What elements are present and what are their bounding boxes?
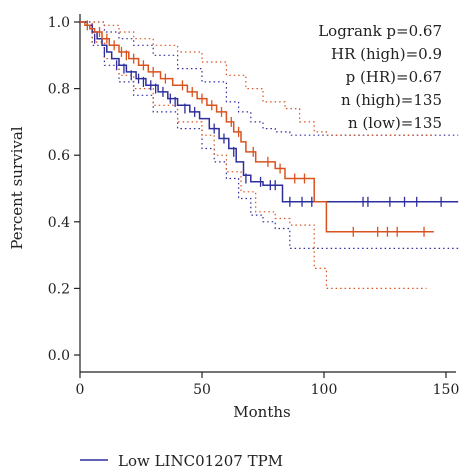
stat-annotation: n (high)=135 (341, 91, 442, 109)
x-tick-label: 100 (311, 382, 338, 398)
legend: Low LINC01207 TPM (80, 452, 283, 470)
y-axis-label: Percent survival (8, 126, 26, 249)
x-tick-label: 150 (433, 382, 460, 398)
ci-lower-high (80, 21, 427, 289)
y-tick-label: 0.2 (48, 281, 70, 297)
stat-annotation: HR (high)=0.9 (331, 45, 442, 63)
stat-annotation: p (HR)=0.67 (346, 68, 442, 86)
stat-annotation: Logrank p=0.67 (318, 22, 442, 40)
y-tick-label: 0.8 (48, 82, 70, 98)
x-tick-label: 0 (76, 382, 85, 398)
y-tick-label: 0.6 (48, 148, 70, 164)
y-tick-label: 1.0 (48, 15, 70, 31)
survival-curve-low (80, 21, 459, 203)
stats-annotations: Logrank p=0.67 HR (high)=0.9 p (HR)=0.67 n … (318, 22, 442, 132)
stat-annotation: n (low)=135 (348, 114, 442, 132)
x-axis-label: Months (233, 403, 290, 421)
legend-label-low: Low LINC01207 TPM (118, 452, 283, 470)
x-tick-label: 50 (193, 382, 211, 398)
confidence-intervals (80, 21, 459, 289)
axes: 0.0 0.2 0.4 0.6 0.8 1.0 0 50 100 150 (48, 14, 460, 398)
ci-upper-high (80, 21, 434, 136)
y-tick-label: 0.0 (48, 348, 70, 364)
censor-marks (86, 20, 442, 237)
ci-upper-low (80, 21, 459, 136)
y-tick-label: 0.4 (48, 215, 70, 231)
